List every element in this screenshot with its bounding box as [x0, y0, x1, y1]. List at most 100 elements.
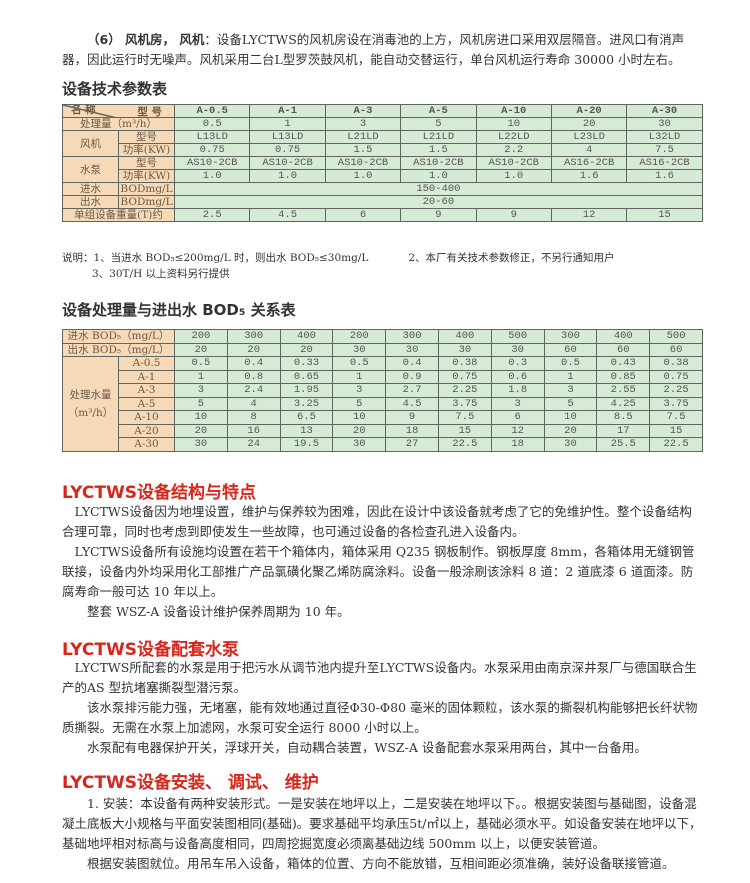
- table-row: 单组设备重量(T)约 2.5 4.5 6 9 9 12 15: [62, 208, 703, 222]
- value-cell: 20: [543, 423, 598, 438]
- spec-table-title: 设备技术参数表: [62, 80, 168, 98]
- value-cell: L13LD: [249, 130, 326, 144]
- spec-notes: 说明：1、当进水 BOD₅≤200mg/L 时，则出水 BOD₅≤30mg/L 2…: [62, 250, 702, 282]
- outflow-bod-value: 20: [279, 342, 334, 357]
- outflow-bod-value: 60: [596, 342, 651, 357]
- install-heading: LYCTWS设备安装、 调试、 维护: [62, 773, 319, 793]
- inflow-bod-row: 进水 BOD₅（mg/L） 200 300 400 200 300 400 500 300 400…: [62, 329, 703, 344]
- value-cell: 5: [400, 117, 477, 131]
- value-cell: 0.38: [437, 356, 492, 371]
- spec-table: 型 号名 称 A-0.5 A-1 A-3 A-5 A-10 A-20 A-30 处理量（m³/h…: [62, 104, 703, 222]
- value-cell: 0.75: [173, 143, 251, 157]
- bod-table-title: 设备处理量与进出水 BOD₅ 关系表: [62, 301, 296, 319]
- value-cell: 3.25: [279, 396, 334, 411]
- outflow-bod-value: 30: [490, 342, 545, 357]
- capacity-unit: （m³/h）: [67, 406, 114, 419]
- value-cell: 3: [543, 383, 598, 398]
- diagonal-divider: [63, 105, 114, 117]
- note-2: 2、本厂有关技术参数修正，不另行通知用户: [408, 252, 615, 264]
- value-cell: L22LD: [475, 130, 552, 144]
- install-p2: 根据安装图就位。用吊车吊入设备，箱体的位置、方向不能放错，互相间距必须准确，装好…: [87, 856, 675, 871]
- value-cell: L13LD: [173, 130, 251, 144]
- model-header: A-1: [249, 104, 326, 118]
- model-label: A-1: [118, 369, 175, 384]
- value-cell: 3: [490, 396, 545, 411]
- sub-label: 型号: [118, 130, 175, 144]
- inflow-bod-value: 400: [596, 329, 651, 344]
- model-label: A-0.5: [118, 356, 175, 371]
- outflow-bod-value: 60: [649, 342, 703, 357]
- value-cell: 15: [626, 208, 703, 222]
- value-cell: 0.75: [249, 143, 326, 157]
- table-row: 处理量（m³/h） 0.5 1 3 5 10 20 30: [62, 117, 703, 131]
- value-cell: 15: [437, 423, 492, 438]
- value-cell: 25.5: [596, 437, 651, 452]
- value-cell: 1: [543, 369, 598, 384]
- value-cell: 7.5: [437, 410, 492, 425]
- value-cell: 8.5: [596, 410, 651, 425]
- intro-lead: （6） 风机房， 风机: [87, 32, 205, 47]
- value-cell: 13: [279, 423, 334, 438]
- row-label: 单组设备重量(T)约: [62, 208, 175, 222]
- value-cell: 0.9: [385, 369, 439, 384]
- value-cell: 3: [332, 383, 387, 398]
- model-header: A-0.5: [173, 104, 251, 118]
- value-cell: 2.2: [475, 143, 552, 157]
- group-label: 出水: [62, 195, 119, 209]
- value-cell: L32LD: [626, 130, 703, 144]
- outflow-bod-value: 30: [437, 342, 492, 357]
- value-cell: 5: [332, 396, 387, 411]
- value-cell: 20: [332, 423, 387, 438]
- row-label: 处理量（m³/h）: [62, 117, 175, 131]
- note-3: 3、30T/H 以上资料另行提供: [92, 268, 230, 280]
- table-row: 功率(KW) 1.0 1.0 1.0 1.0 1.0 1.6 1.6: [63, 169, 703, 183]
- value-cell: 4: [550, 143, 628, 157]
- table-row: A-20 20 16 13 20 18 15 12 20 17 15: [63, 423, 703, 438]
- table-row: A-1 1 0.8 0.65 1 0.9 0.75 0.6 1 0.85 0.75: [63, 369, 703, 384]
- outflow-bod-row: 出水 BOD₅（mg/L） 20 20 20 30 30 30 30 60 60 60: [62, 342, 703, 357]
- value-cell: 30: [332, 437, 387, 452]
- value-cell: 2.7: [385, 383, 439, 398]
- value-cell: 0.5: [173, 117, 251, 131]
- value-cell: 10: [174, 410, 228, 425]
- value-cell: 2.4: [226, 383, 281, 398]
- model-label: A-30: [118, 437, 175, 452]
- corner-name-label: 名 称: [71, 104, 96, 117]
- structure-p2: LYCTWS设备所有设施均设置在若干个箱体内，箱体采用 Q235 钢板制作。钢板…: [62, 544, 695, 599]
- table-row: 处理水量 （m³/h） A-0.5 0.5 0.4 0.33 0.5 0.4 0.38 0.3 0.…: [62, 356, 703, 452]
- value-cell: 24: [226, 437, 281, 452]
- value-cell: 18: [490, 437, 545, 452]
- sub-label: BODmg/L: [118, 195, 175, 209]
- value-cell: 3: [324, 117, 402, 131]
- value-cell: 1.5: [324, 143, 402, 157]
- value-cell: 1.95: [279, 383, 334, 398]
- value-cell: 0.5: [543, 356, 598, 371]
- value-cell: 1.6: [626, 169, 703, 183]
- intro-paragraph: （6） 风机房， 风机：设备LYCTWS的风机房设在消毒池的上方，风机房进口采用…: [62, 30, 702, 70]
- value-cell: 3.75: [437, 396, 492, 411]
- capacity-group-label: 处理水量 （m³/h）: [62, 356, 119, 452]
- value-cell: 10: [543, 410, 598, 425]
- model-label: A-20: [118, 423, 175, 438]
- model-header: A-20: [550, 104, 628, 118]
- outflow-bod-value: 20: [226, 342, 281, 357]
- value-cell: 7.5: [649, 410, 703, 425]
- corner-cell: 型 号名 称: [62, 104, 175, 118]
- outflow-bod-label: 出水 BOD₅（mg/L）: [62, 342, 175, 357]
- model-label: A-3: [118, 383, 175, 398]
- sub-label: 功率(KW): [118, 143, 175, 157]
- outflow-bod-value: 60: [543, 342, 598, 357]
- pump-heading: LYCTWS设备配套水泵: [62, 640, 239, 660]
- inflow-bod-value: 200: [174, 329, 228, 344]
- value-cell: 1.5: [400, 143, 477, 157]
- structure-p3: 整套 WSZ-A 设备设计维护保养周期为 10 年。: [87, 604, 350, 619]
- bod-table: 进水 BOD₅（mg/L） 200 300 400 200 300 400 500 300 400…: [62, 329, 703, 452]
- value-cell: 22.5: [437, 437, 492, 452]
- value-cell: 0.38: [649, 356, 703, 371]
- value-cell: 16: [226, 423, 281, 438]
- intro-text: ：设备LYCTWS的风机房设在消毒池的上方，风机房进口采用双层隔音。进风口有消声…: [62, 32, 685, 67]
- inflow-bod-label: 进水 BOD₅（mg/L）: [62, 329, 175, 344]
- value-cell: 1.6: [550, 169, 628, 183]
- model-header: A-30: [626, 104, 703, 118]
- value-cell: 4: [226, 396, 281, 411]
